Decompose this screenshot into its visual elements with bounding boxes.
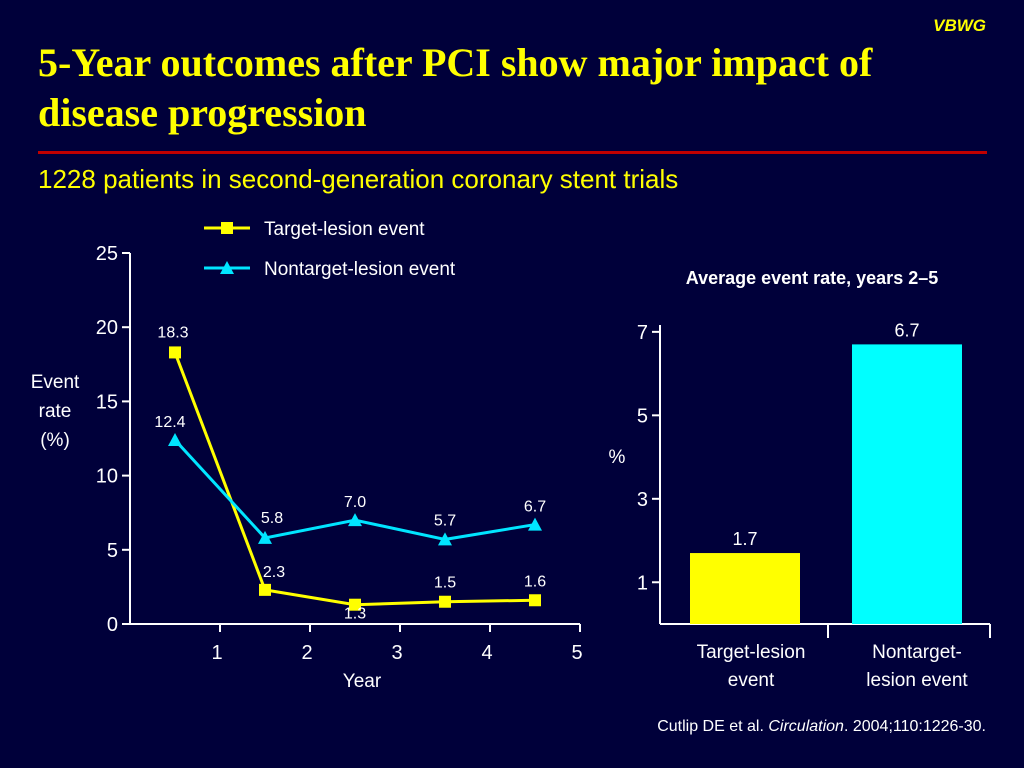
y-tick-label: 5	[637, 405, 648, 427]
y-tick-label: 7	[637, 322, 648, 344]
data-label: 6.7	[524, 499, 546, 516]
y-tick-label: 3	[637, 489, 648, 511]
data-label: 18.3	[157, 324, 188, 341]
y-axis-title: Event	[31, 372, 80, 393]
data-point-square	[529, 594, 541, 607]
x-tick-label: 1	[211, 642, 222, 664]
y-axis-title: (%)	[40, 430, 70, 451]
data-label: 5.7	[434, 512, 456, 529]
data-label: 6.7	[894, 320, 919, 340]
y-tick-label: 10	[96, 466, 118, 488]
data-point-triangle	[528, 517, 542, 531]
citation-authors: Cutlip DE et al.	[657, 718, 764, 735]
data-label: 1.5	[434, 575, 456, 592]
citation-details: . 2004;110:1226-30.	[843, 718, 986, 735]
y-axis-title: rate	[39, 401, 72, 422]
data-point-triangle	[168, 432, 182, 446]
legend-label: Target-lesion event	[264, 219, 425, 240]
bar	[852, 344, 962, 624]
y-tick-label: 1	[637, 572, 648, 594]
x-tick-label: 4	[481, 642, 492, 664]
data-label: 1.6	[524, 573, 546, 590]
data-label: 2.3	[263, 564, 285, 581]
data-point-triangle	[258, 530, 272, 544]
data-point-square	[439, 595, 451, 608]
slide-subtitle: 1228 patients in second-generation coron…	[38, 164, 679, 194]
title-divider	[38, 151, 987, 154]
bar	[690, 553, 800, 624]
legend-label: Nontarget-lesion event	[264, 259, 456, 280]
data-label: 1.3	[344, 606, 366, 623]
data-point-square	[169, 346, 181, 359]
x-tick-label: 3	[391, 642, 402, 664]
bar-chart-title: Average event rate, years 2–5	[686, 268, 939, 288]
y-tick-label: 5	[107, 540, 118, 562]
data-label: 5.8	[261, 510, 283, 527]
data-point-triangle	[348, 513, 362, 527]
x-category-label: event	[728, 670, 775, 691]
x-category-label: Nontarget-	[872, 642, 962, 663]
x-tick-label: 5	[571, 642, 582, 664]
legend-marker-square	[221, 222, 233, 234]
line-chart: 0 5 10 15 20 25 1 2 3 4 5 Year Event rate (%) 18.3 2.3 1.…	[31, 219, 583, 692]
x-category-label: lesion event	[866, 670, 968, 691]
x-category-label: Target-lesion	[697, 642, 806, 663]
data-point-square	[349, 598, 361, 611]
data-point-triangle	[438, 532, 452, 546]
data-point-square	[259, 583, 271, 596]
brand-logo-text: VBWG	[933, 16, 986, 35]
series-line	[173, 351, 536, 607]
data-label: 12.4	[154, 414, 185, 431]
data-label: 7.0	[344, 494, 366, 511]
y-tick-label: 15	[96, 391, 118, 413]
slide-title: 5-Year outcomes after PCI show major imp…	[38, 40, 873, 135]
citation: Cutlip DE et al. Circulation. 2004;110:1…	[657, 718, 986, 736]
legend-marker-triangle	[220, 261, 234, 274]
y-tick-label: 20	[96, 317, 118, 339]
x-tick-label: 2	[301, 642, 312, 664]
x-axis-title: Year	[343, 671, 382, 692]
data-label: 1.7	[732, 529, 757, 549]
y-tick-label: 0	[107, 614, 118, 636]
y-axis-title: %	[609, 447, 626, 468]
y-tick-label: 25	[96, 243, 118, 265]
citation-journal: Circulation	[768, 718, 844, 735]
bar-chart: Average event rate, years 2–5 1 3 5 7% 1.7 Tar…	[609, 268, 991, 691]
